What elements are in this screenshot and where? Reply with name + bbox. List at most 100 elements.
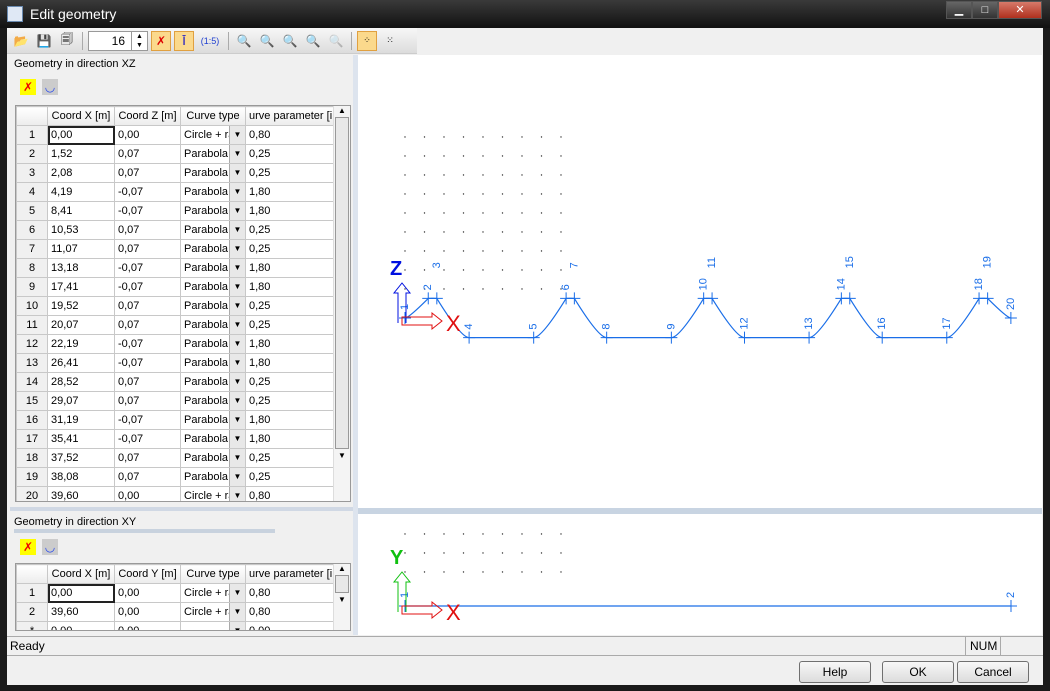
column-header[interactable]: Coord X [m]: [47, 106, 115, 126]
curve-type-select[interactable]: Parabola ▼: [180, 410, 246, 430]
curve-type-select[interactable]: Parabola ▼: [180, 296, 246, 316]
dropdown-arrow-icon[interactable]: ▼: [229, 411, 245, 429]
cell[interactable]: 0,80: [244, 486, 337, 501]
cell[interactable]: 1,80: [244, 201, 337, 221]
curve-type-select[interactable]: Parabola ▼: [180, 448, 246, 468]
cell[interactable]: 1,80: [244, 410, 337, 430]
cell[interactable]: 0,25: [244, 239, 337, 259]
cell[interactable]: 38,08: [47, 467, 115, 487]
cell[interactable]: 0,00: [114, 602, 181, 622]
dropdown-arrow-icon[interactable]: ▼: [229, 240, 245, 258]
curve-icon[interactable]: ◡: [42, 79, 58, 95]
row-number[interactable]: 1: [16, 125, 48, 145]
row-number[interactable]: 5: [16, 201, 48, 221]
row-number[interactable]: 19: [16, 467, 48, 487]
zoom-fit-icon[interactable]: 🔍: [305, 33, 321, 48]
ratio-button[interactable]: (1:5): [200, 35, 220, 46]
curve-type-select[interactable]: Circle + ra ▼: [180, 583, 246, 603]
row-number[interactable]: 17: [16, 429, 48, 449]
cell[interactable]: -0,07: [114, 334, 181, 354]
open-folder-icon[interactable]: 📂: [13, 33, 29, 48]
row-number[interactable]: 13: [16, 353, 48, 373]
level-icon[interactable]: Ī: [174, 30, 194, 51]
cell[interactable]: 0,07: [114, 220, 181, 240]
ok-button[interactable]: OK: [882, 661, 954, 683]
column-header[interactable]: Coord X [m]: [47, 564, 115, 584]
cell[interactable]: 0,80: [244, 583, 337, 603]
row-number[interactable]: 6: [16, 220, 48, 240]
cell[interactable]: 0,25: [244, 144, 337, 164]
curve-type-select[interactable]: Parabola ▼: [180, 144, 246, 164]
dropdown-arrow-icon[interactable]: ▼: [229, 603, 245, 621]
dropdown-arrow-icon[interactable]: ▼: [229, 468, 245, 486]
dropdown-arrow-icon[interactable]: ▼: [229, 430, 245, 448]
row-number[interactable]: 20: [16, 486, 48, 501]
cell[interactable]: 0,07: [114, 296, 181, 316]
cell[interactable]: 0,07: [114, 239, 181, 259]
cell[interactable]: 0,07: [114, 467, 181, 487]
cell[interactable]: -0,07: [114, 353, 181, 373]
spin-arrows[interactable]: ▲ ▼: [131, 31, 147, 50]
dropdown-arrow-icon[interactable]: ▼: [229, 278, 245, 296]
cell[interactable]: 0,07: [114, 391, 181, 411]
cell[interactable]: 0,00: [47, 583, 115, 603]
cell[interactable]: 4,19: [47, 182, 115, 202]
column-header[interactable]: Coord Z [m]: [114, 106, 181, 126]
cell[interactable]: 0,25: [244, 296, 337, 316]
row-number[interactable]: 11: [16, 315, 48, 335]
cell[interactable]: 22,19: [47, 334, 115, 354]
panel-splitter[interactable]: [10, 507, 355, 511]
dropdown-arrow-icon[interactable]: ▼: [229, 259, 245, 277]
dropdown-arrow-icon[interactable]: ▼: [229, 202, 245, 220]
dropdown-arrow-icon[interactable]: ▼: [229, 183, 245, 201]
column-header[interactable]: Curve type: [180, 564, 246, 584]
help-button[interactable]: Help: [799, 661, 871, 683]
dropdown-arrow-icon[interactable]: ▼: [229, 297, 245, 315]
column-header[interactable]: Coord Y [m]: [114, 564, 181, 584]
row-number[interactable]: 4: [16, 182, 48, 202]
dropdown-arrow-icon[interactable]: ▼: [229, 316, 245, 334]
dropdown-arrow-icon[interactable]: ▼: [229, 164, 245, 182]
dropdown-arrow-icon[interactable]: ▼: [229, 584, 245, 602]
cell[interactable]: 0,07: [114, 163, 181, 183]
curve-type-select[interactable]: Parabola ▼: [180, 467, 246, 487]
cell[interactable]: 0,07: [114, 144, 181, 164]
curve-type-select[interactable]: Parabola ▼: [180, 182, 246, 202]
canvas-splitter[interactable]: [358, 508, 1042, 514]
cell[interactable]: 19,52: [47, 296, 115, 316]
row-number[interactable]: 12: [16, 334, 48, 354]
cell[interactable]: -0,07: [114, 410, 181, 430]
curve-type-select[interactable]: Parabola ▼: [180, 315, 246, 335]
dropdown-arrow-icon[interactable]: ▼: [229, 487, 245, 501]
row-number[interactable]: 8: [16, 258, 48, 278]
minimize-button[interactable]: ▁: [946, 1, 972, 19]
curve-type-select[interactable]: Parabola ▼: [180, 239, 246, 259]
cell[interactable]: -0,07: [114, 277, 181, 297]
cell[interactable]: 37,52: [47, 448, 115, 468]
cell[interactable]: 0,00: [114, 125, 181, 145]
cell[interactable]: -0,07: [114, 429, 181, 449]
row-number[interactable]: 14: [16, 372, 48, 392]
cell[interactable]: 17,41: [47, 277, 115, 297]
copy-icon[interactable]: 🗐: [61, 32, 73, 46]
cell[interactable]: 0,00: [114, 486, 181, 501]
save-icon[interactable]: 💾: [36, 33, 52, 48]
cell[interactable]: 0,00: [114, 583, 181, 603]
cell[interactable]: 0,25: [244, 448, 337, 468]
curve-type-select[interactable]: Parabola ▼: [180, 220, 246, 240]
column-header[interactable]: urve parameter [i: [244, 564, 337, 584]
dropdown-arrow-icon[interactable]: ▼: [229, 126, 245, 144]
cell[interactable]: 0,80: [244, 602, 337, 622]
cell[interactable]: 8,41: [47, 201, 115, 221]
row-number[interactable]: 1: [16, 583, 48, 603]
row-number[interactable]: *: [16, 621, 48, 630]
cell[interactable]: 1,80: [244, 334, 337, 354]
zoom-window-icon[interactable]: 🔍: [282, 33, 298, 48]
cell[interactable]: 0,07: [114, 372, 181, 392]
cell[interactable]: -0,07: [114, 258, 181, 278]
row-number[interactable]: 18: [16, 448, 48, 468]
curve-type-select[interactable]: Circle + ra ▼: [180, 602, 246, 622]
column-header[interactable]: [16, 106, 48, 126]
curve-type-select[interactable]: Parabola ▼: [180, 372, 246, 392]
